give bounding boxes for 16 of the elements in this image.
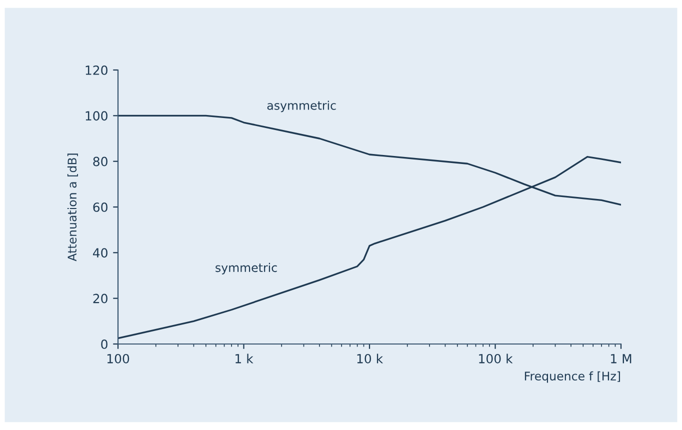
x-tick-label: 1 M — [611, 354, 632, 364]
y-tick-label: 60 — [93, 202, 108, 212]
x-tick-label: 100 — [107, 354, 130, 364]
series-label: symmetric — [216, 262, 277, 274]
x-tick-label: 100 k — [479, 354, 513, 364]
y-tick-label: 120 — [86, 65, 108, 75]
series-label: asymmetric — [267, 100, 336, 112]
x-axis-title: Frequence f [Hz] — [524, 371, 620, 383]
x-tick-label: 1 k — [236, 354, 254, 364]
y-tick-label: 20 — [93, 294, 108, 304]
y-tick-label: 40 — [92, 248, 108, 258]
y-tick-label: 100 — [86, 111, 108, 121]
y-tick-label: 0 — [101, 339, 108, 349]
x-tick-label: 10 k — [357, 354, 384, 364]
y-axis-title: Attenuation a [dB] — [67, 154, 78, 262]
y-tick-label: 80 — [93, 156, 108, 166]
